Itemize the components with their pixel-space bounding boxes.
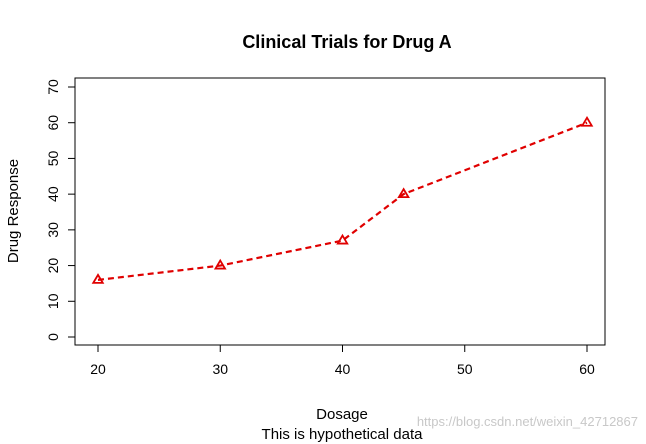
data-point-3 [397,187,410,199]
x-tick-label-4: 60 [579,361,595,377]
watermark-text: https://blog.csdn.net/weixin_42712867 [417,414,638,429]
series-line [97,121,588,281]
y-axis-label: Drug Response [5,159,22,263]
chart-subtitle: This is hypothetical data [262,426,424,443]
y-tick-label-4: 40 [45,186,61,202]
x-tick-label-2: 40 [335,361,351,377]
x-tick-label-3: 50 [457,361,473,377]
x-tick-label-0: 20 [90,361,106,377]
y-tick-label-1: 10 [45,293,61,309]
data-point-2 [336,233,349,245]
y-tick-label-6: 60 [45,115,61,131]
x-axis-label: Dosage [316,406,368,423]
data-point-0 [91,273,105,284]
x-tick-label-1: 30 [212,361,228,377]
data-point-1 [213,258,227,270]
y-axis: 0 10 20 30 40 50 60 70 [45,79,75,341]
x-axis: 20 30 40 50 60 [90,345,595,377]
y-tick-label-7: 70 [45,79,61,95]
y-tick-label-3: 30 [45,222,61,238]
y-tick-label-2: 20 [45,258,61,274]
series-markers [91,115,594,284]
y-tick-label-5: 50 [45,150,61,166]
chart-title: Clinical Trials for Drug A [242,32,451,52]
plot-frame [74,77,606,346]
y-tick-label-0: 0 [45,333,61,341]
data-point-4 [580,115,594,127]
